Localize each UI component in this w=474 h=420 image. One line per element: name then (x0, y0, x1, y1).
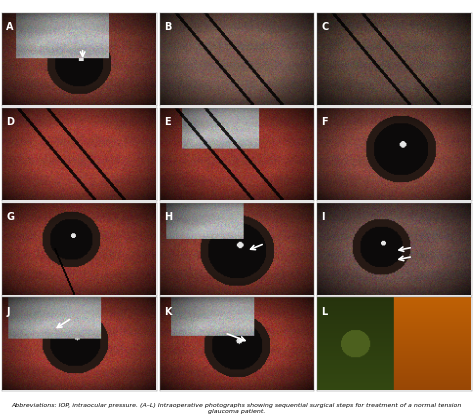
Text: H: H (164, 212, 172, 222)
Text: F: F (321, 117, 328, 127)
Text: J: J (6, 307, 10, 317)
Text: K: K (164, 307, 171, 317)
Text: I: I (321, 212, 325, 222)
Text: C: C (321, 22, 328, 32)
Text: Abbreviations: IOP, intraocular pressure. (A–L) Intraoperative photographs showi: Abbreviations: IOP, intraocular pressure… (12, 403, 462, 414)
Text: L: L (321, 307, 328, 317)
Text: D: D (6, 117, 14, 127)
Text: B: B (164, 22, 171, 32)
Text: A: A (6, 22, 14, 32)
Text: E: E (164, 117, 170, 127)
Text: G: G (6, 212, 14, 222)
